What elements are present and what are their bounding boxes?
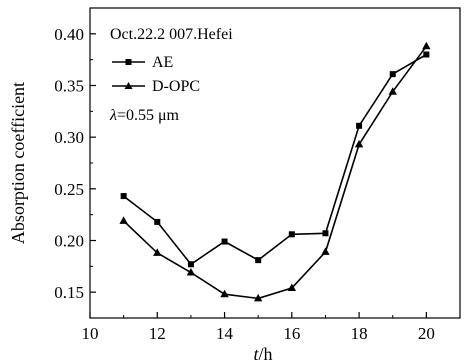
legend-marker-dopc — [124, 82, 133, 89]
x-tick-label-14: 14 — [216, 324, 234, 343]
x-tick-label-16: 16 — [283, 324, 300, 343]
annotation-wavelength: λ=0.55 μm — [109, 107, 180, 124]
point-ae-15 — [255, 257, 262, 264]
point-ae-11 — [120, 193, 127, 200]
point-dopc-15 — [253, 293, 263, 302]
point-dopc-18 — [354, 139, 364, 148]
point-dopc-16 — [287, 283, 297, 292]
y-tick-label-0.30: 0.30 — [54, 128, 84, 147]
y-tick-label-0.40: 0.40 — [54, 25, 84, 44]
x-axis-label: t/h — [253, 344, 272, 364]
point-ae-19 — [389, 71, 396, 78]
x-tick-label-12: 12 — [149, 324, 166, 343]
series-layer — [119, 41, 431, 302]
point-ae-14 — [221, 238, 228, 245]
annotation-dataset: Oct.22.2 007.Hefei — [110, 26, 233, 43]
legend-marker-ae — [125, 59, 132, 65]
series-line-dopc — [123, 45, 428, 300]
point-dopc-14 — [220, 289, 229, 298]
y-axis-label: Absorption coefficient — [8, 82, 28, 244]
point-ae-13 — [187, 261, 194, 268]
point-dopc-12 — [153, 248, 162, 256]
legend: AE D-OPC — [112, 54, 200, 95]
point-ae-17 — [322, 230, 329, 237]
legend-label-ae: AE — [152, 54, 173, 71]
series-line-ae — [123, 53, 427, 266]
x-tick-label-18: 18 — [351, 324, 368, 343]
legend-label-dopc: D-OPC — [152, 78, 200, 95]
point-ae-12 — [154, 218, 161, 225]
y-tick-label-0.15: 0.15 — [54, 283, 84, 302]
point-dopc-13 — [186, 268, 196, 276]
point-ae-16 — [288, 231, 295, 238]
point-dopc-11 — [119, 216, 128, 224]
x-tick-label-20: 20 — [418, 324, 435, 343]
point-ae-20 — [423, 51, 430, 58]
y-tick-label-0.20: 0.20 — [54, 232, 84, 251]
annotation-wavelength-value: =0.55 μm — [117, 107, 180, 124]
point-dopc-17 — [321, 247, 330, 255]
plot-frame — [89, 7, 461, 319]
axis-ticks: 10 12 14 16 18 20 0.15 0.20 0.25 0.30 0.35 0.40 — [54, 25, 435, 343]
y-tick-label-0.25: 0.25 — [54, 180, 84, 199]
y-tick-label-0.35: 0.35 — [54, 77, 84, 96]
point-ae-18 — [356, 122, 363, 129]
x-tick-label-10: 10 — [82, 324, 99, 343]
point-dopc-20 — [422, 41, 431, 50]
point-dopc-19 — [388, 87, 397, 95]
